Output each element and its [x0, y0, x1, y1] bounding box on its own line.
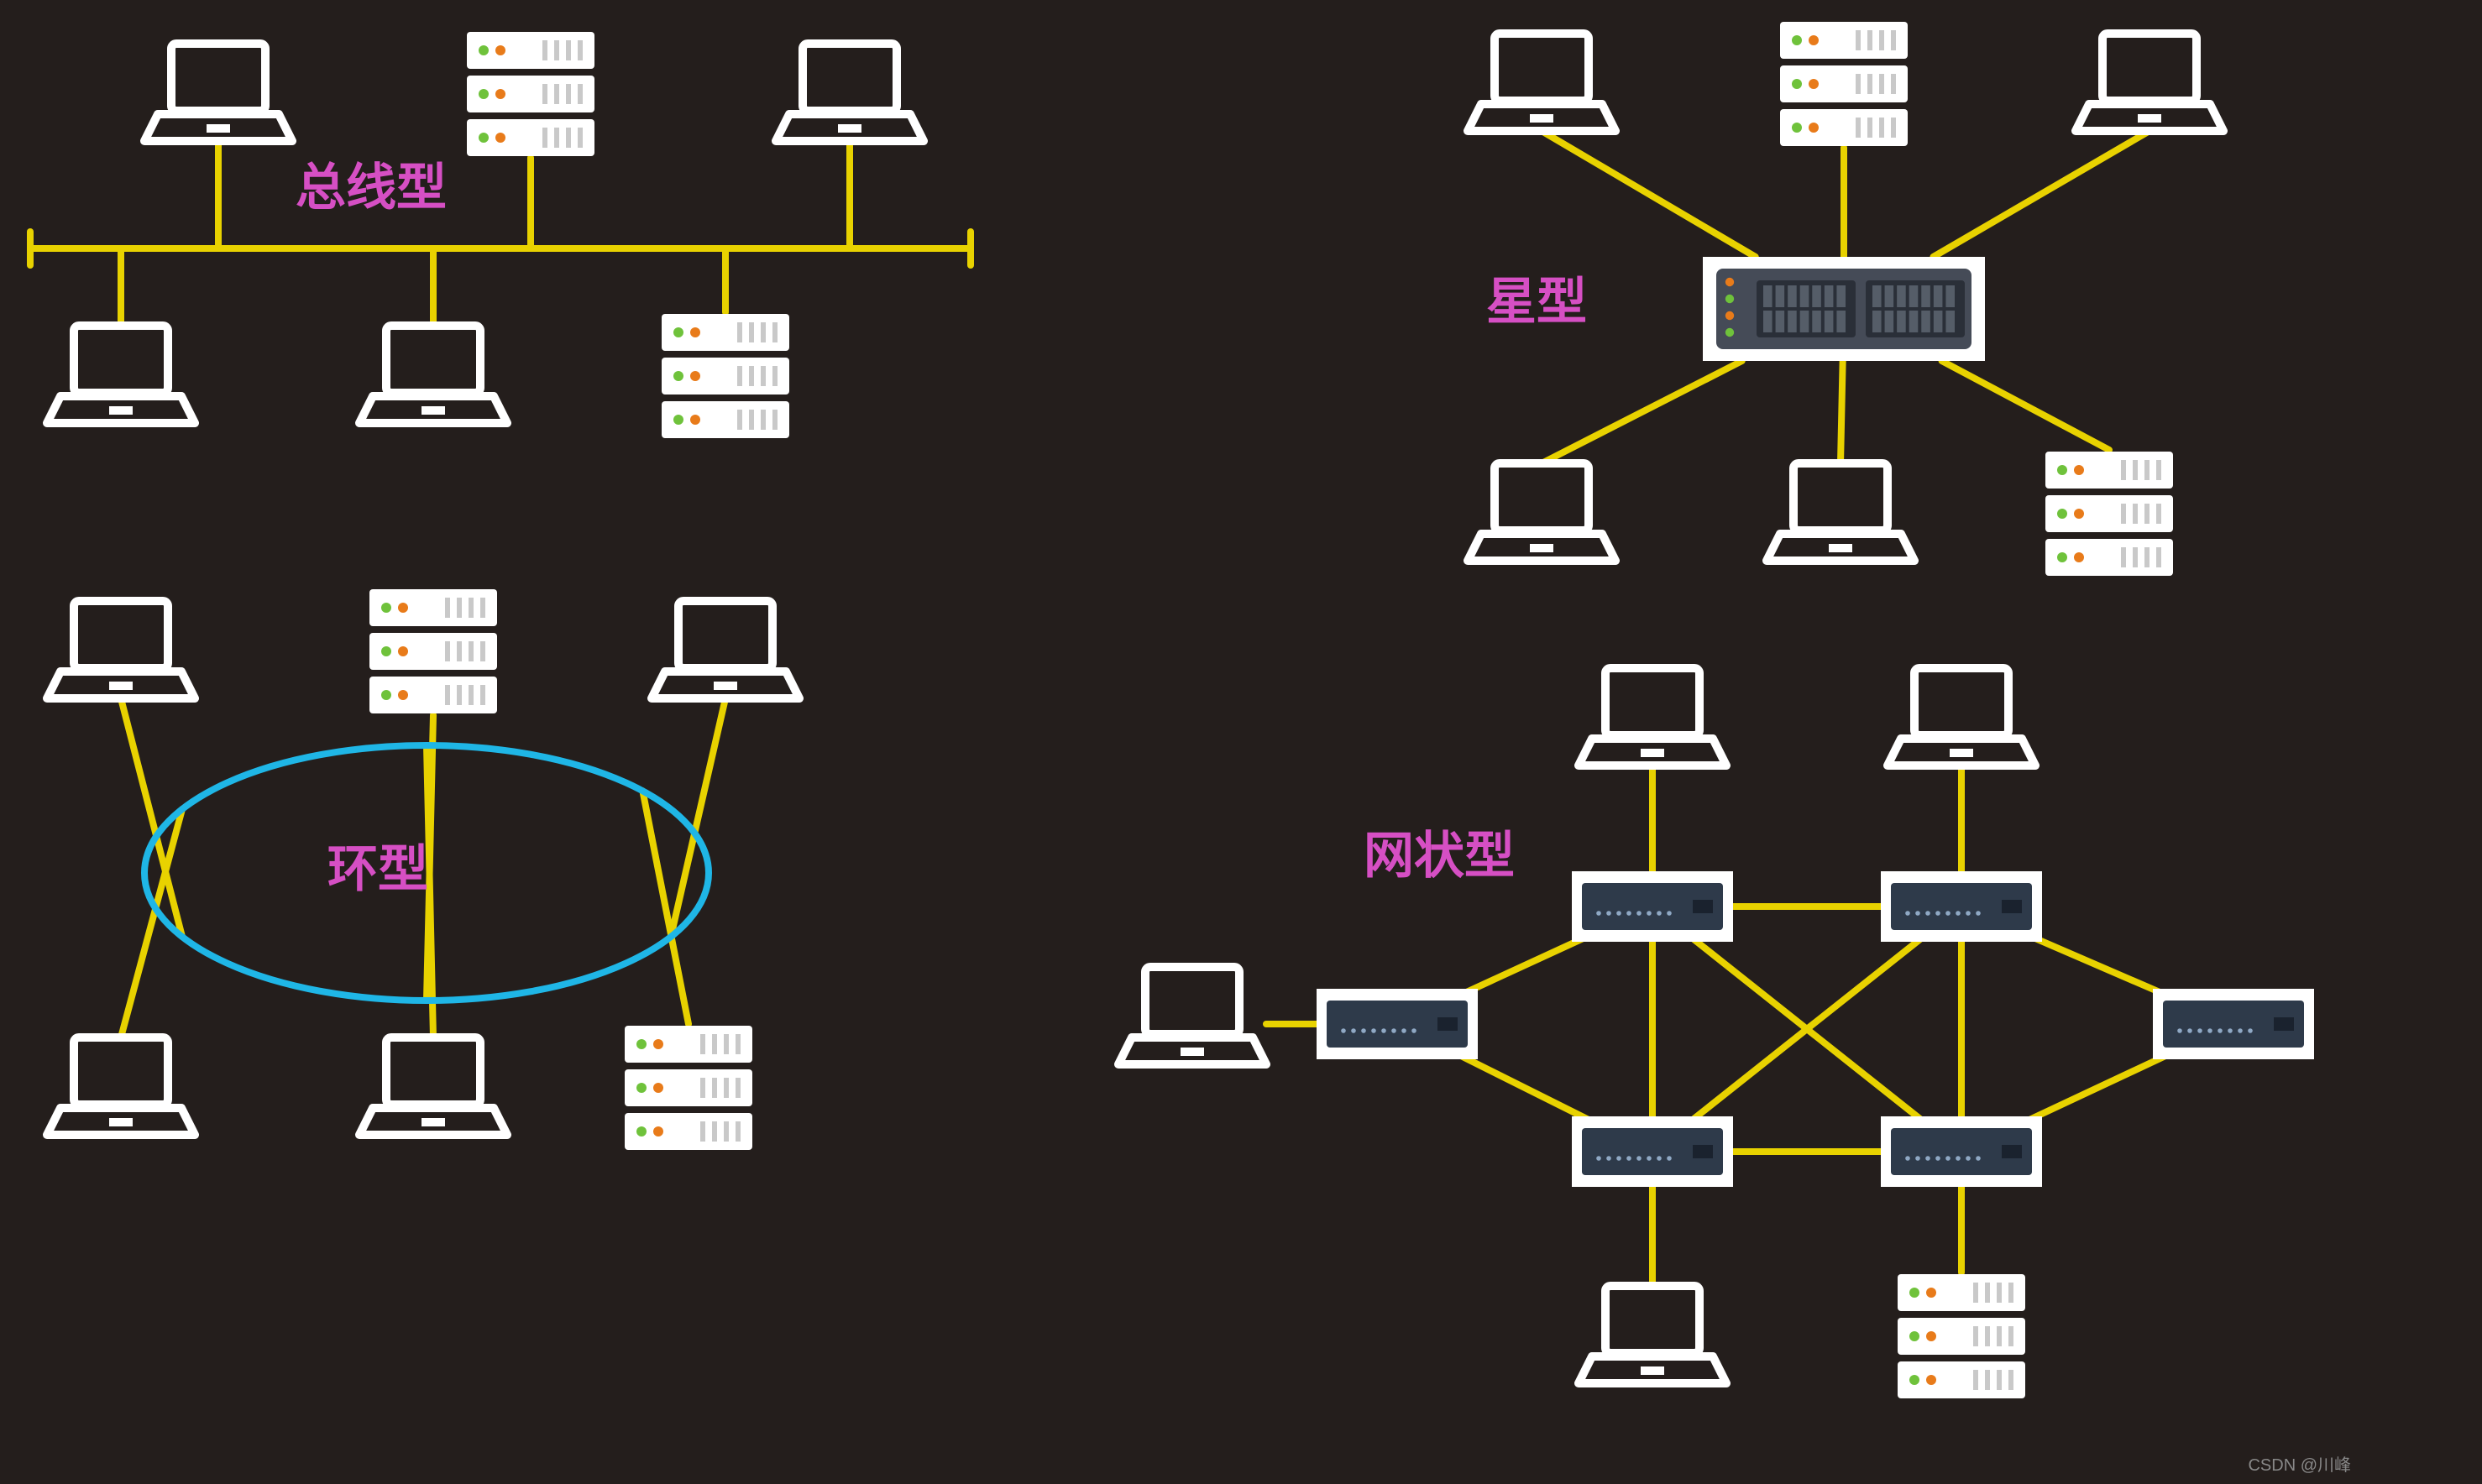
- server-icon: [1780, 22, 1908, 146]
- label-bus: 总线型: [296, 159, 447, 216]
- server-icon: [2045, 452, 2173, 576]
- server-icon: [625, 1026, 752, 1150]
- router-icon: [1881, 1116, 2042, 1187]
- server-icon: [662, 314, 789, 438]
- server-icon: [467, 32, 594, 156]
- server-icon: [369, 589, 497, 713]
- label-mesh: 网状型: [1364, 828, 1515, 884]
- watermark: CSDN @川峰: [2248, 1455, 2351, 1475]
- topology-diagram: 总线型环型 星型网状型 CSDN @川峰: [0, 0, 2482, 1484]
- label-star: 星型: [1486, 274, 1587, 330]
- router-icon: [1317, 989, 1478, 1059]
- server-icon: [1898, 1274, 2025, 1398]
- router-icon: [1881, 871, 2042, 942]
- router-icon: [1572, 1116, 1733, 1187]
- router-icon: [2153, 989, 2314, 1059]
- label-ring: 环型: [327, 841, 428, 897]
- switch-hub-icon: [1703, 257, 1985, 361]
- router-icon: [1572, 871, 1733, 942]
